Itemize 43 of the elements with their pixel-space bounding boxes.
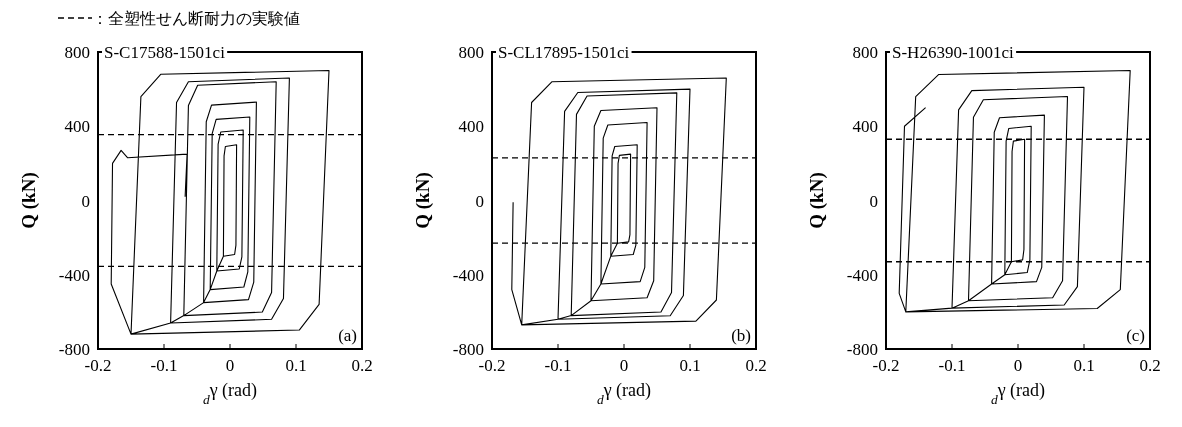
x-tick-label: -0.2 — [872, 356, 900, 375]
annotation: (b) — [731, 326, 751, 345]
y-tick-label: -400 — [452, 265, 484, 285]
x-axis-title: $_{d}$γ (rad) — [202, 380, 258, 407]
x-tick-label: 0.1 — [285, 356, 307, 375]
y-axis-title: Q (kN) — [18, 172, 40, 229]
x-axis-title: $_{d}$γ (rad) — [596, 380, 652, 407]
y-tick-label: 0 — [869, 191, 878, 211]
annotation: (c) — [1126, 326, 1145, 345]
x-tick-label: 0.2 — [745, 356, 767, 375]
y-tick-label: -800 — [452, 340, 484, 359]
y-tick-label: 800 — [64, 43, 90, 62]
x-tick-label: 0.2 — [1139, 356, 1161, 375]
annotation: (a) — [338, 326, 357, 345]
x-tick-label: 0 — [619, 356, 629, 375]
x-tick-label: -0.2 — [84, 356, 112, 375]
x-axis-title: $_{d}$γ (rad) — [990, 380, 1046, 407]
x-tick-label: 0.1 — [679, 356, 701, 375]
legend-label: ：全塑性せん断耐力の実験値 — [92, 10, 300, 27]
y-tick-label: 400 — [64, 117, 90, 137]
x-tick-label: -0.1 — [150, 356, 178, 375]
chart-title: S-CL17895-1501ci — [498, 43, 630, 62]
y-tick-label: 0 — [81, 191, 90, 211]
y-axis-title: Q (kN) — [806, 172, 828, 229]
chart-title: S-C17588-1501ci — [104, 43, 226, 62]
y-tick-label: -800 — [846, 340, 878, 359]
y-axis-title: Q (kN) — [412, 172, 434, 229]
x-tick-label: -0.1 — [938, 356, 966, 375]
x-tick-label: -0.2 — [478, 356, 506, 375]
y-tick-label: -400 — [846, 265, 878, 285]
y-tick-label: 800 — [458, 43, 484, 62]
x-tick-label: 0 — [1013, 356, 1023, 375]
chart-title: S-H26390-1001ci — [892, 43, 1015, 62]
x-tick-label: 0.1 — [1073, 356, 1095, 375]
y-tick-label: -400 — [58, 265, 90, 285]
x-tick-label: 0.2 — [351, 356, 373, 375]
y-tick-label: 400 — [852, 117, 878, 137]
x-tick-label: -0.1 — [544, 356, 572, 375]
x-tick-label: 0 — [225, 356, 235, 375]
y-tick-label: 0 — [475, 191, 484, 211]
y-tick-label: -800 — [58, 340, 90, 359]
y-tick-label: 800 — [852, 43, 878, 62]
y-tick-label: 400 — [458, 117, 484, 137]
